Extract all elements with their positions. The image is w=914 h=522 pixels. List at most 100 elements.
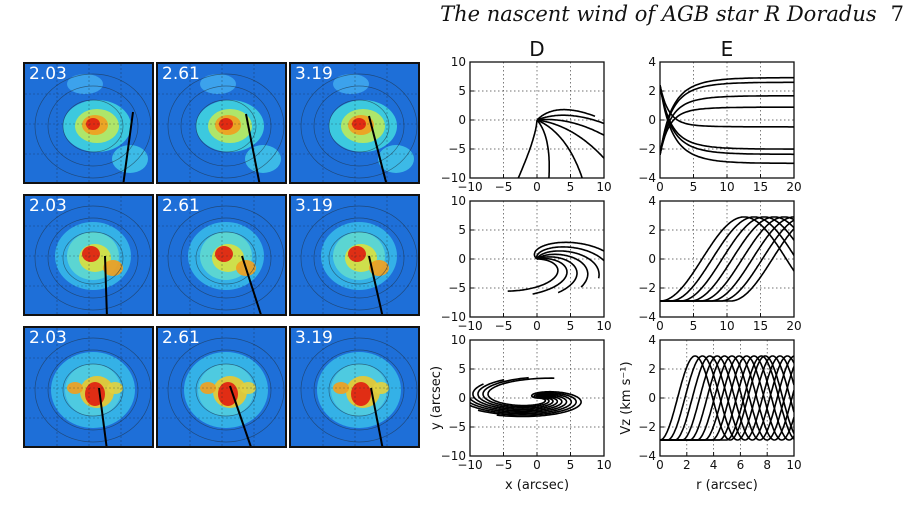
x-tick-label: 6	[737, 458, 745, 472]
model-curve	[536, 118, 604, 137]
model-curve	[536, 119, 583, 178]
velocity-map-image	[25, 328, 152, 446]
velocity-map-image	[291, 328, 418, 446]
y-tick-label: 0	[648, 252, 656, 266]
x-tick-label: 20	[786, 319, 801, 333]
model-curve	[660, 76, 794, 155]
y-tick-label: −5	[448, 281, 466, 295]
y-tick-label: 2	[648, 223, 656, 237]
velocity-map-panel: 3.19	[289, 326, 420, 448]
x-tick-label: 10	[596, 458, 611, 472]
x-tick-label: −5	[495, 319, 513, 333]
model-curve	[660, 228, 794, 302]
y-tick-label: −4	[638, 310, 656, 324]
velocity-map-image	[158, 196, 285, 314]
x-tick-label: 5	[567, 319, 575, 333]
slit-line	[104, 255, 108, 314]
map-time-label: 3.19	[295, 328, 333, 348]
x-tick-label: 0	[533, 319, 541, 333]
x-tick-label: 20	[786, 180, 801, 194]
y-axis-label: Vz (km s⁻¹)	[619, 361, 634, 434]
y-tick-label: 5	[458, 84, 466, 98]
map-time-label: 2.03	[29, 328, 67, 348]
x-tick-label: 15	[753, 180, 768, 194]
x-tick-label: 10	[596, 319, 611, 333]
velocity-map-panel: 3.19	[289, 62, 420, 184]
velocity-map-panel: 2.03	[23, 62, 154, 184]
model-curve	[472, 383, 559, 411]
y-tick-label: −4	[638, 171, 656, 185]
y-tick-label: 5	[458, 223, 466, 237]
model-curve	[660, 85, 794, 165]
map-time-label: 2.61	[162, 196, 200, 216]
model-curve	[660, 355, 794, 441]
y-tick-label: −5	[448, 142, 466, 156]
column-title: D	[529, 37, 544, 61]
model-curve	[536, 119, 550, 178]
model-curve	[517, 120, 538, 178]
velocity-map-image	[25, 64, 152, 182]
slit-line	[368, 255, 384, 314]
plot-frame	[469, 61, 605, 179]
model-curve	[535, 246, 604, 262]
model-curve	[660, 216, 794, 302]
x-tick-label: 0	[656, 180, 664, 194]
velocity-map-panel: 2.03	[23, 326, 154, 448]
x-tick-label: 10	[786, 458, 801, 472]
plot-panel-D2: −10 −5 0 5 10 10 5 0 −5 −10	[441, 194, 612, 333]
model-curve	[470, 393, 573, 415]
slit-line	[229, 385, 252, 446]
slit-line	[98, 387, 108, 446]
plot-panel-E3: 0 2 4 6 8 10 4 2 0 −2 −4 r (arcsec) Vz (km s⁻¹)	[619, 333, 802, 493]
x-tick-label: 2	[683, 458, 691, 472]
y-tick-label: 10	[451, 333, 466, 347]
y-tick-label: −10	[441, 310, 466, 324]
model-curve	[660, 95, 794, 155]
y-tick-label: 0	[648, 391, 656, 405]
model-curve	[536, 256, 578, 294]
page-number: 7	[890, 2, 904, 26]
y-tick-label: 0	[458, 391, 466, 405]
x-tick-label: 0	[656, 319, 664, 333]
model-curve	[660, 81, 794, 155]
model-curve	[660, 355, 794, 441]
model-curve	[487, 377, 555, 407]
y-tick-label: −10	[441, 171, 466, 185]
y-tick-label: −2	[638, 420, 656, 434]
plot-frame	[659, 339, 795, 457]
y-axis-label: y (arcsec)	[429, 366, 444, 430]
y-tick-label: −2	[638, 281, 656, 295]
y-tick-label: 0	[648, 113, 656, 127]
x-tick-label: 10	[596, 180, 611, 194]
model-curve	[660, 106, 794, 155]
map-time-label: 3.19	[295, 196, 333, 216]
x-tick-label: 8	[763, 458, 771, 472]
plot-panel-D1: −10 −5 0 5 10 10 5 0 −5 −10 D	[441, 37, 612, 194]
x-tick-label: 5	[690, 180, 698, 194]
map-time-label: 3.19	[295, 64, 333, 84]
map-time-label: 2.61	[162, 64, 200, 84]
velocity-map-panel: 2.61	[156, 62, 287, 184]
velocity-map-image	[25, 196, 152, 314]
velocity-map-image	[158, 328, 285, 446]
x-tick-label: 5	[567, 180, 575, 194]
y-tick-label: 0	[458, 252, 466, 266]
y-tick-label: 2	[648, 84, 656, 98]
x-axis-label: r (arcsec)	[696, 478, 758, 493]
x-tick-label: 10	[719, 180, 734, 194]
slit-line	[245, 113, 261, 182]
x-tick-label: −10	[457, 180, 482, 194]
model-curve	[660, 216, 794, 302]
velocity-map-image	[291, 64, 418, 182]
x-tick-label: 0	[533, 458, 541, 472]
model-curve	[482, 376, 550, 408]
column-title: E	[721, 37, 734, 61]
y-tick-label: 4	[648, 333, 656, 347]
y-tick-label: −4	[638, 449, 656, 463]
x-tick-label: 10	[719, 319, 734, 333]
plot-frame	[659, 200, 795, 318]
map-time-label: 2.03	[29, 64, 67, 84]
x-tick-label: 15	[753, 319, 768, 333]
